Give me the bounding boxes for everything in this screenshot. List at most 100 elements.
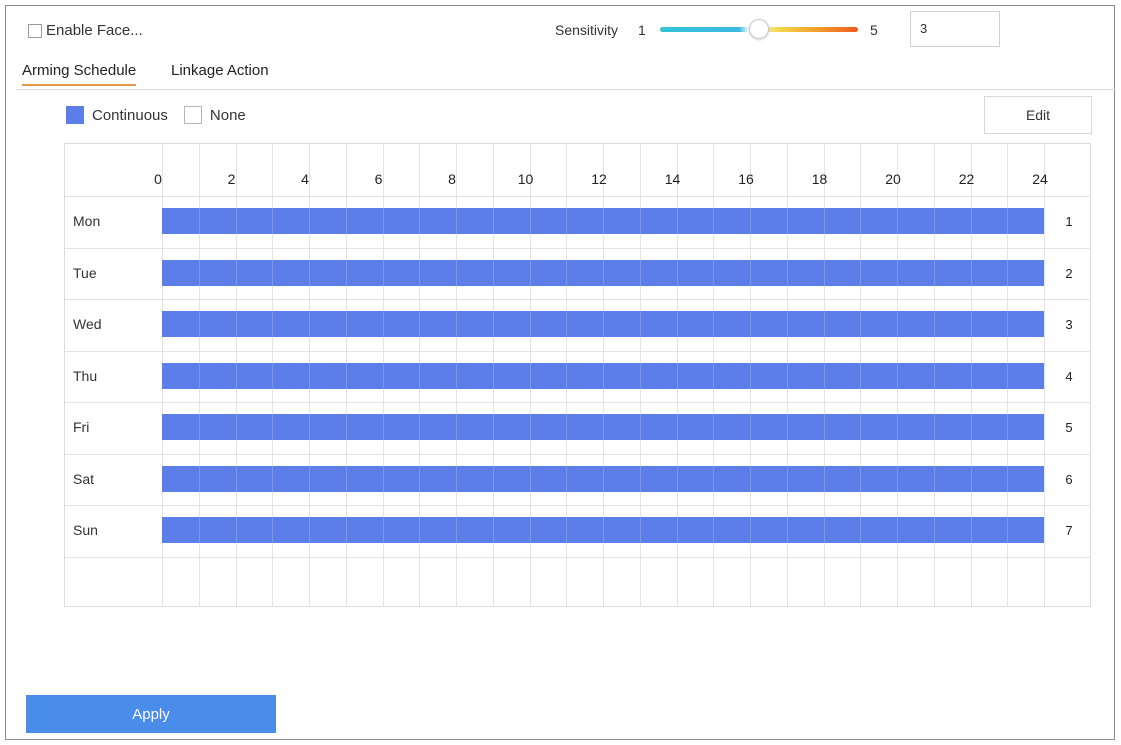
bar-hour-divider xyxy=(1007,414,1009,440)
bar-hour-divider xyxy=(603,259,604,286)
sensitivity-value-input[interactable]: 3 xyxy=(910,11,1000,47)
schedule-bar-sun[interactable] xyxy=(162,517,1044,543)
bar-hour-divider xyxy=(456,414,457,440)
day-label: Fri xyxy=(73,419,90,435)
bar-hour-divider xyxy=(492,259,494,286)
bar-hour-divider xyxy=(823,259,825,286)
bar-hour-divider xyxy=(823,208,825,234)
bar-hour-divider xyxy=(382,362,384,389)
schedule-bar-tue[interactable] xyxy=(162,259,1044,286)
bar-hour-divider xyxy=(456,362,457,389)
bar-hour-divider xyxy=(750,517,751,543)
bar-hour-divider xyxy=(272,259,274,286)
bar-hour-divider xyxy=(823,362,825,389)
none-swatch[interactable] xyxy=(183,106,202,124)
sensitivity-slider-handle[interactable] xyxy=(749,19,769,39)
bar-hour-divider xyxy=(823,311,825,337)
schedule-bar-wed[interactable] xyxy=(162,311,1044,337)
bar-hour-divider xyxy=(970,362,972,389)
bar-hour-divider xyxy=(639,208,641,234)
bar-hour-divider xyxy=(198,517,200,543)
schedule-bar-sat[interactable] xyxy=(162,465,1044,492)
bar-hour-divider xyxy=(566,208,568,234)
arming-schedule-grid: 0 2 4 6 8 10 12 14 16 18 20 22 24 Mon 1 Tue 2 Wed 3 Thu 4 Fri… xyxy=(64,143,1091,607)
bar-hour-divider xyxy=(603,362,604,389)
hour-label: 6 xyxy=(374,171,383,187)
bar-hour-divider xyxy=(603,465,604,492)
bar-hour-divider xyxy=(823,414,825,440)
bar-hour-divider xyxy=(750,259,751,286)
edit-button[interactable]: Edit xyxy=(984,96,1092,134)
bar-hour-divider xyxy=(750,311,751,337)
bar-hour-divider xyxy=(198,362,200,389)
bar-hour-divider xyxy=(676,517,678,543)
row-number: 5 xyxy=(1065,420,1073,435)
tab-arming-schedule[interactable]: Arming Schedule xyxy=(22,62,137,86)
bar-hour-divider xyxy=(970,311,972,337)
hour-label: 8 xyxy=(448,171,456,187)
hour-label: 2 xyxy=(227,171,236,187)
grid-row-line xyxy=(65,453,1090,455)
bar-hour-divider xyxy=(639,465,641,492)
continuous-swatch[interactable] xyxy=(66,106,84,124)
schedule-bar-thu[interactable] xyxy=(162,362,1044,389)
bar-hour-divider xyxy=(529,259,531,286)
row-number: 7 xyxy=(1065,523,1073,538)
bar-hour-divider xyxy=(566,362,568,389)
bar-hour-divider xyxy=(713,362,715,389)
bar-hour-divider xyxy=(786,362,788,389)
bar-hour-divider xyxy=(603,414,604,440)
bar-hour-divider xyxy=(933,465,935,492)
bar-hour-divider xyxy=(309,465,310,492)
bar-hour-divider xyxy=(529,517,531,543)
bar-hour-divider xyxy=(382,465,384,492)
bar-hour-divider xyxy=(492,362,494,389)
bar-hour-divider xyxy=(345,414,347,440)
bar-hour-divider xyxy=(713,465,715,492)
day-label: Tue xyxy=(73,264,97,281)
enable-face-checkbox[interactable] xyxy=(28,23,42,38)
bar-hour-divider xyxy=(897,208,898,234)
bar-hour-divider xyxy=(309,414,310,440)
enable-face-option[interactable]: Enable Face... xyxy=(28,22,143,39)
sensitivity-label: Sensitivity xyxy=(555,22,619,38)
bar-hour-divider xyxy=(566,259,568,286)
bar-hour-divider xyxy=(603,517,604,543)
bar-hour-divider xyxy=(933,208,935,234)
bar-hour-divider xyxy=(933,362,935,389)
bar-hour-divider xyxy=(309,362,310,389)
schedule-bar-fri[interactable] xyxy=(162,414,1044,440)
bar-hour-divider xyxy=(750,414,751,440)
bar-hour-divider xyxy=(492,517,494,543)
bar-hour-divider xyxy=(676,208,678,234)
bar-hour-divider xyxy=(897,259,898,286)
hour-label: 24 xyxy=(1032,171,1048,187)
bar-hour-divider xyxy=(492,465,494,492)
bar-hour-divider xyxy=(860,362,862,389)
bar-hour-divider xyxy=(272,208,274,234)
bar-hour-divider xyxy=(345,208,347,234)
bar-hour-divider xyxy=(897,362,898,389)
bar-hour-divider xyxy=(419,465,421,492)
bar-hour-divider xyxy=(897,311,898,337)
apply-button[interactable]: Apply xyxy=(26,695,276,733)
schedule-bar-mon[interactable] xyxy=(162,208,1044,234)
bar-hour-divider xyxy=(529,311,531,337)
bar-hour-divider xyxy=(860,311,862,337)
bar-hour-divider xyxy=(970,517,972,543)
bar-hour-divider xyxy=(970,259,972,286)
bar-hour-divider xyxy=(419,208,421,234)
bar-hour-divider xyxy=(639,362,641,389)
bar-hour-divider xyxy=(235,311,237,337)
none-label: None xyxy=(209,106,246,124)
bar-hour-divider xyxy=(1007,517,1009,543)
schedule-legend: Continuous None xyxy=(66,106,246,124)
bar-hour-divider xyxy=(897,414,898,440)
bar-hour-divider xyxy=(198,259,200,286)
bar-hour-divider xyxy=(529,414,531,440)
tab-linkage-action[interactable]: Linkage Action xyxy=(171,62,269,79)
bar-hour-divider xyxy=(786,465,788,492)
bar-hour-divider xyxy=(933,259,935,286)
bar-hour-divider xyxy=(750,362,751,389)
bar-hour-divider xyxy=(566,465,568,492)
